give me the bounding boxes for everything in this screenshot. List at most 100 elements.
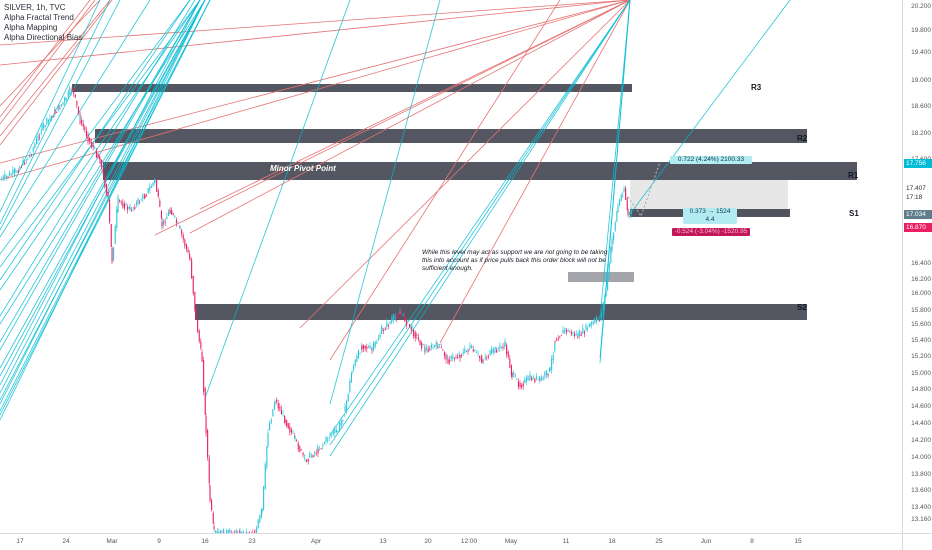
- candle: [142, 194, 144, 199]
- candle: [489, 350, 491, 356]
- candle: [110, 224, 112, 247]
- candle: [494, 347, 496, 351]
- candle: [566, 330, 568, 333]
- candle: [594, 319, 596, 323]
- candle: [94, 147, 96, 148]
- candle: [399, 312, 401, 314]
- price-label: 14.200: [911, 437, 931, 444]
- candle: [471, 345, 473, 348]
- annotation-note[interactable]: While this level may act as support we a…: [422, 249, 608, 272]
- measure-lower-label[interactable]: -0.524 (-3.04%) -1520.95: [672, 228, 750, 236]
- support-line: [0, 0, 196, 317]
- candle: [377, 338, 379, 341]
- candle: [450, 355, 452, 360]
- candle: [70, 90, 72, 92]
- candle: [424, 348, 426, 350]
- candle: [296, 440, 298, 441]
- candle: [467, 350, 469, 353]
- candle: [391, 319, 393, 322]
- candle: [135, 202, 137, 206]
- candle: [227, 529, 229, 533]
- price-label: 14.600: [911, 403, 931, 410]
- candle: [306, 460, 308, 462]
- time-label: 18: [608, 538, 616, 545]
- candle: [547, 373, 549, 376]
- candle: [147, 188, 149, 193]
- zone-r3: [72, 84, 632, 92]
- candle: [599, 317, 601, 319]
- time-label: 11: [562, 538, 570, 545]
- projection-path-outline: [627, 161, 661, 217]
- level-label-s1: S1: [849, 209, 859, 218]
- time-label: Jun: [700, 538, 712, 545]
- level-label-s2: S2: [797, 303, 807, 312]
- candle: [161, 221, 163, 227]
- support-line: [0, 0, 211, 416]
- chart-plot-area[interactable]: SILVER, 1h, TVC Alpha Fractal Trend Alph…: [0, 0, 902, 533]
- candle: [617, 205, 619, 212]
- candle: [552, 354, 554, 361]
- candle: [397, 315, 399, 317]
- price-label: 18.200: [911, 130, 931, 137]
- candle: [92, 144, 94, 148]
- candle: [154, 180, 156, 182]
- candle: [537, 378, 539, 380]
- candle: [427, 349, 429, 353]
- candle: [264, 464, 266, 489]
- time-axis[interactable]: 17 24 Mar 9 16 23 Apr 13 20 12:00 May 11 18 25 Jun 8 15: [0, 533, 902, 550]
- candle: [465, 350, 467, 352]
- candle: [116, 209, 118, 228]
- candle: [31, 155, 33, 156]
- price-axis[interactable]: 20.20019.80019.40019.00018.60018.20017.6…: [902, 0, 932, 533]
- candle: [334, 428, 336, 433]
- candle: [51, 115, 53, 119]
- candle: [89, 137, 91, 141]
- candle: [166, 216, 168, 219]
- candle: [97, 153, 99, 158]
- candle: [187, 249, 189, 253]
- candle: [340, 420, 342, 426]
- indicator-alpha-mapping[interactable]: Alpha Mapping: [4, 23, 58, 32]
- support-line: [0, 0, 191, 255]
- candle: [414, 332, 416, 339]
- candle: [435, 341, 437, 347]
- support-line: [0, 0, 206, 405]
- candle: [407, 320, 409, 322]
- candle: [426, 347, 428, 350]
- candle: [394, 316, 396, 319]
- candle: [363, 345, 365, 350]
- candle: [381, 328, 383, 331]
- measure-middle-label[interactable]: 0.373 → 1524 4.4: [683, 208, 737, 224]
- candle: [46, 118, 48, 125]
- price-tag-low: 17.034: [904, 210, 932, 219]
- support-line: [0, 0, 211, 401]
- support-line: [629, 0, 791, 215]
- candle: [37, 135, 39, 141]
- support-line: [0, 0, 101, 213]
- measure-upper-label[interactable]: 0.722 (4.24%) 2100.33: [670, 156, 752, 164]
- candle: [611, 239, 613, 250]
- price-chart[interactable]: [0, 0, 902, 533]
- zone-r2: [95, 129, 807, 143]
- candle: [12, 169, 14, 175]
- price-label: 13.600: [911, 487, 931, 494]
- candle: [513, 373, 515, 375]
- candle: [140, 199, 142, 201]
- candle: [10, 174, 12, 176]
- price-tag-high: 17.407: [904, 184, 932, 193]
- support-line: [0, 0, 201, 386]
- measure-middle-line2: 4.4: [705, 216, 715, 223]
- candle: [69, 87, 71, 95]
- candle: [13, 169, 15, 174]
- indicator-alpha-directional-bias[interactable]: Alpha Directional Bias: [4, 33, 83, 42]
- time-label: Apr: [310, 538, 322, 545]
- candle: [137, 198, 139, 204]
- candle: [209, 486, 211, 501]
- candle: [107, 192, 109, 200]
- candle: [172, 213, 174, 215]
- symbol-title[interactable]: SILVER, 1h, TVC: [4, 3, 66, 12]
- candle: [282, 412, 284, 414]
- candle: [47, 119, 49, 123]
- indicator-alpha-fractal-trend[interactable]: Alpha Fractal Trend: [4, 13, 74, 22]
